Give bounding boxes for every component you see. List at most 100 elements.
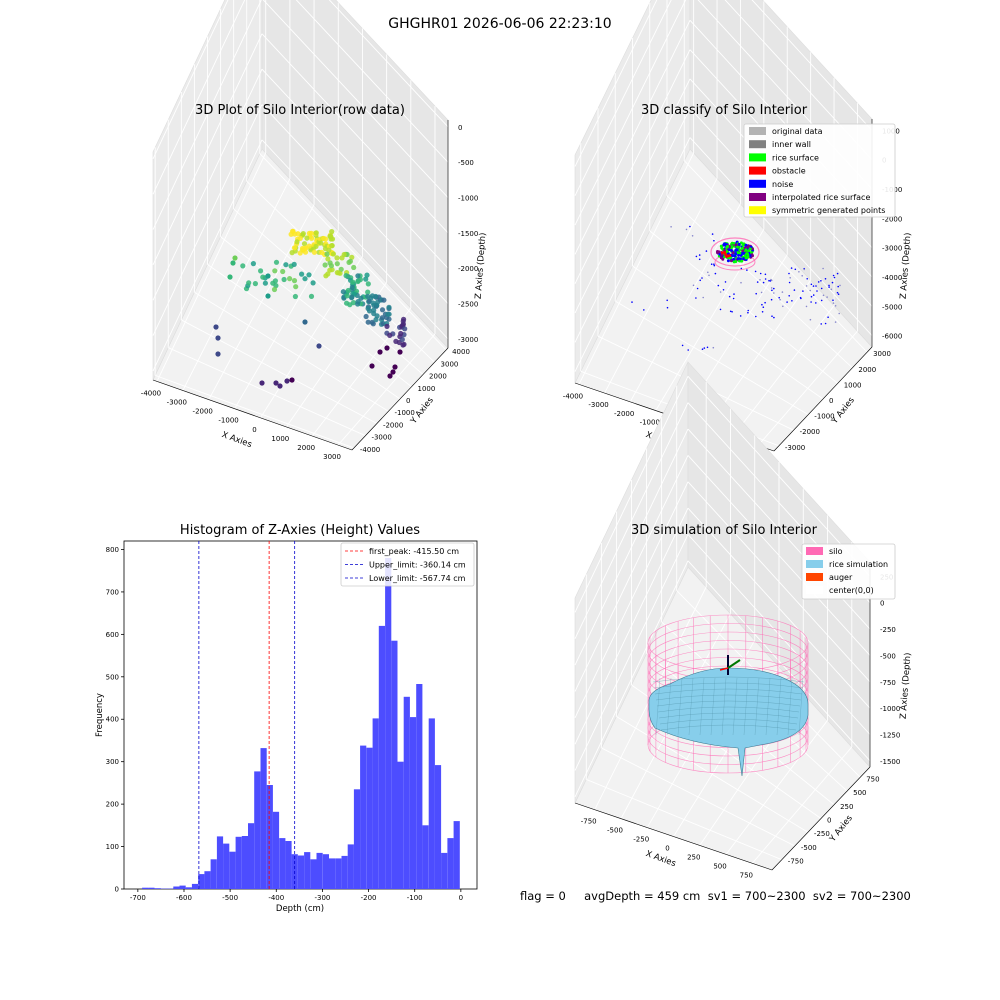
raw-data-point [399, 336, 405, 343]
cls-noise-point [789, 277, 791, 279]
raw-data-point [287, 276, 293, 282]
cls-noise-point [695, 255, 698, 258]
raw-data-point [324, 251, 330, 257]
raw-data-point [311, 249, 317, 255]
histogram-bar [410, 717, 417, 889]
histogram-bar [204, 871, 211, 889]
raw-data-point [349, 284, 355, 290]
raw-data-point [370, 321, 376, 327]
raw-z-tick-label: -2000 [458, 265, 478, 273]
raw-z-tick-label: -3000 [458, 336, 478, 344]
sim-legend-label: rice simulation [829, 560, 888, 569]
histogram-bar [285, 841, 292, 889]
raw-data-point [258, 268, 264, 274]
histogram-x-tick-label: -700 [130, 894, 146, 902]
sim-legend-swatch [806, 573, 823, 581]
raw-data-point [386, 304, 392, 310]
cls-point [742, 257, 746, 261]
cls-point [738, 251, 742, 255]
sim-rice-mesh-line [787, 677, 793, 736]
cls-noise-point [812, 285, 815, 287]
raw-data-point [325, 256, 331, 262]
raw-data-point [213, 324, 219, 330]
raw-y-tick-label: -3000 [371, 434, 391, 442]
raw-data-point [379, 315, 385, 321]
cls-legend-swatch [749, 166, 766, 175]
sim-grid-z [574, 481, 689, 718]
raw-data-point [273, 259, 280, 265]
cls-y-axis-line [773, 346, 873, 452]
histogram-legend-box [340, 542, 475, 587]
cls-legend-label: interpolated rice surface [772, 193, 870, 202]
cls-noise-point [770, 298, 773, 301]
histogram-x-tick-label: -400 [268, 894, 284, 902]
cls-noise-point [820, 287, 823, 290]
raw-data-point [373, 293, 379, 300]
sim-rice-mesh-line [699, 677, 705, 736]
histogram-bar [260, 748, 267, 889]
histogram-bar [329, 858, 336, 889]
raw-x-tick-label: -4000 [141, 389, 161, 397]
cls-legend-swatch [749, 140, 766, 149]
histogram-bar [210, 859, 217, 889]
sim-x-tick-label: 0 [665, 845, 669, 853]
histogram-y-tick-label: 100 [106, 843, 119, 851]
cls-grid-y [615, 300, 809, 415]
raw-data-point [294, 239, 300, 245]
raw-data-point [379, 307, 386, 313]
sim-grid-z-back [687, 481, 871, 683]
histogram-bar [254, 771, 261, 889]
raw-data-point [260, 274, 266, 280]
cls-legend-swatch [749, 127, 766, 135]
cls-point [736, 245, 739, 249]
histogram-y-tick-label: 0 [115, 886, 119, 894]
cls-noise-point [771, 289, 773, 292]
raw-data-point [227, 274, 233, 280]
cls-noise-point [755, 315, 757, 318]
cls-noise-point [824, 322, 827, 325]
histogram-bar [154, 888, 161, 889]
cls-noise-point [685, 228, 688, 231]
raw-data-point [390, 369, 396, 375]
raw-data-point [329, 267, 335, 273]
cls-noise-point [831, 281, 834, 284]
cls-noise-point [834, 305, 837, 307]
cls-noise-point [832, 302, 835, 304]
cls-noise-point [699, 279, 701, 282]
cls-noise-point [820, 280, 822, 282]
raw-data-point [292, 293, 298, 300]
cls-noise-point [713, 263, 715, 266]
sim-rice-mesh-line [721, 677, 727, 736]
raw-data-point [281, 276, 287, 283]
raw-data-point [351, 264, 357, 271]
cls-noise-point [643, 309, 645, 311]
raw-data-point [313, 243, 319, 249]
cls-legend-swatch [749, 179, 766, 188]
cls-noise-point [833, 276, 836, 279]
raw-y-tick-label: 1000 [418, 385, 436, 393]
sim-grid-y [586, 778, 782, 861]
cls-grid-z-back [689, 137, 873, 336]
cls-y-tick-label: 0 [829, 397, 833, 405]
raw-grid-z [152, 33, 263, 266]
cls-noise-point [803, 268, 805, 271]
sim-rice-mesh-line [765, 677, 771, 736]
raw-grid-z [152, 139, 263, 372]
sim-grid-z [574, 428, 689, 666]
sim-rice-mesh-line [655, 677, 661, 736]
histogram-legend-label: Lower_limit: -567.74 cm [369, 574, 466, 583]
cls-y-tick-label: 3000 [873, 350, 891, 358]
raw-data-point [271, 286, 278, 293]
cls-noise-point [834, 321, 837, 323]
histogram-bar [241, 836, 248, 889]
cls-grid-z [574, 78, 691, 314]
raw-data-point [283, 262, 289, 268]
raw-data-point [328, 263, 334, 269]
sim-grid-z-back [687, 534, 871, 735]
raw-data-point [319, 249, 325, 255]
cls-x-tick-label: -1000 [640, 419, 660, 427]
cls-legend-label: symmetric generated points [772, 206, 885, 215]
cls-noise-point [689, 225, 691, 228]
cls-y-tick-label: -3000 [785, 444, 805, 452]
cls-noise-point [701, 348, 704, 351]
